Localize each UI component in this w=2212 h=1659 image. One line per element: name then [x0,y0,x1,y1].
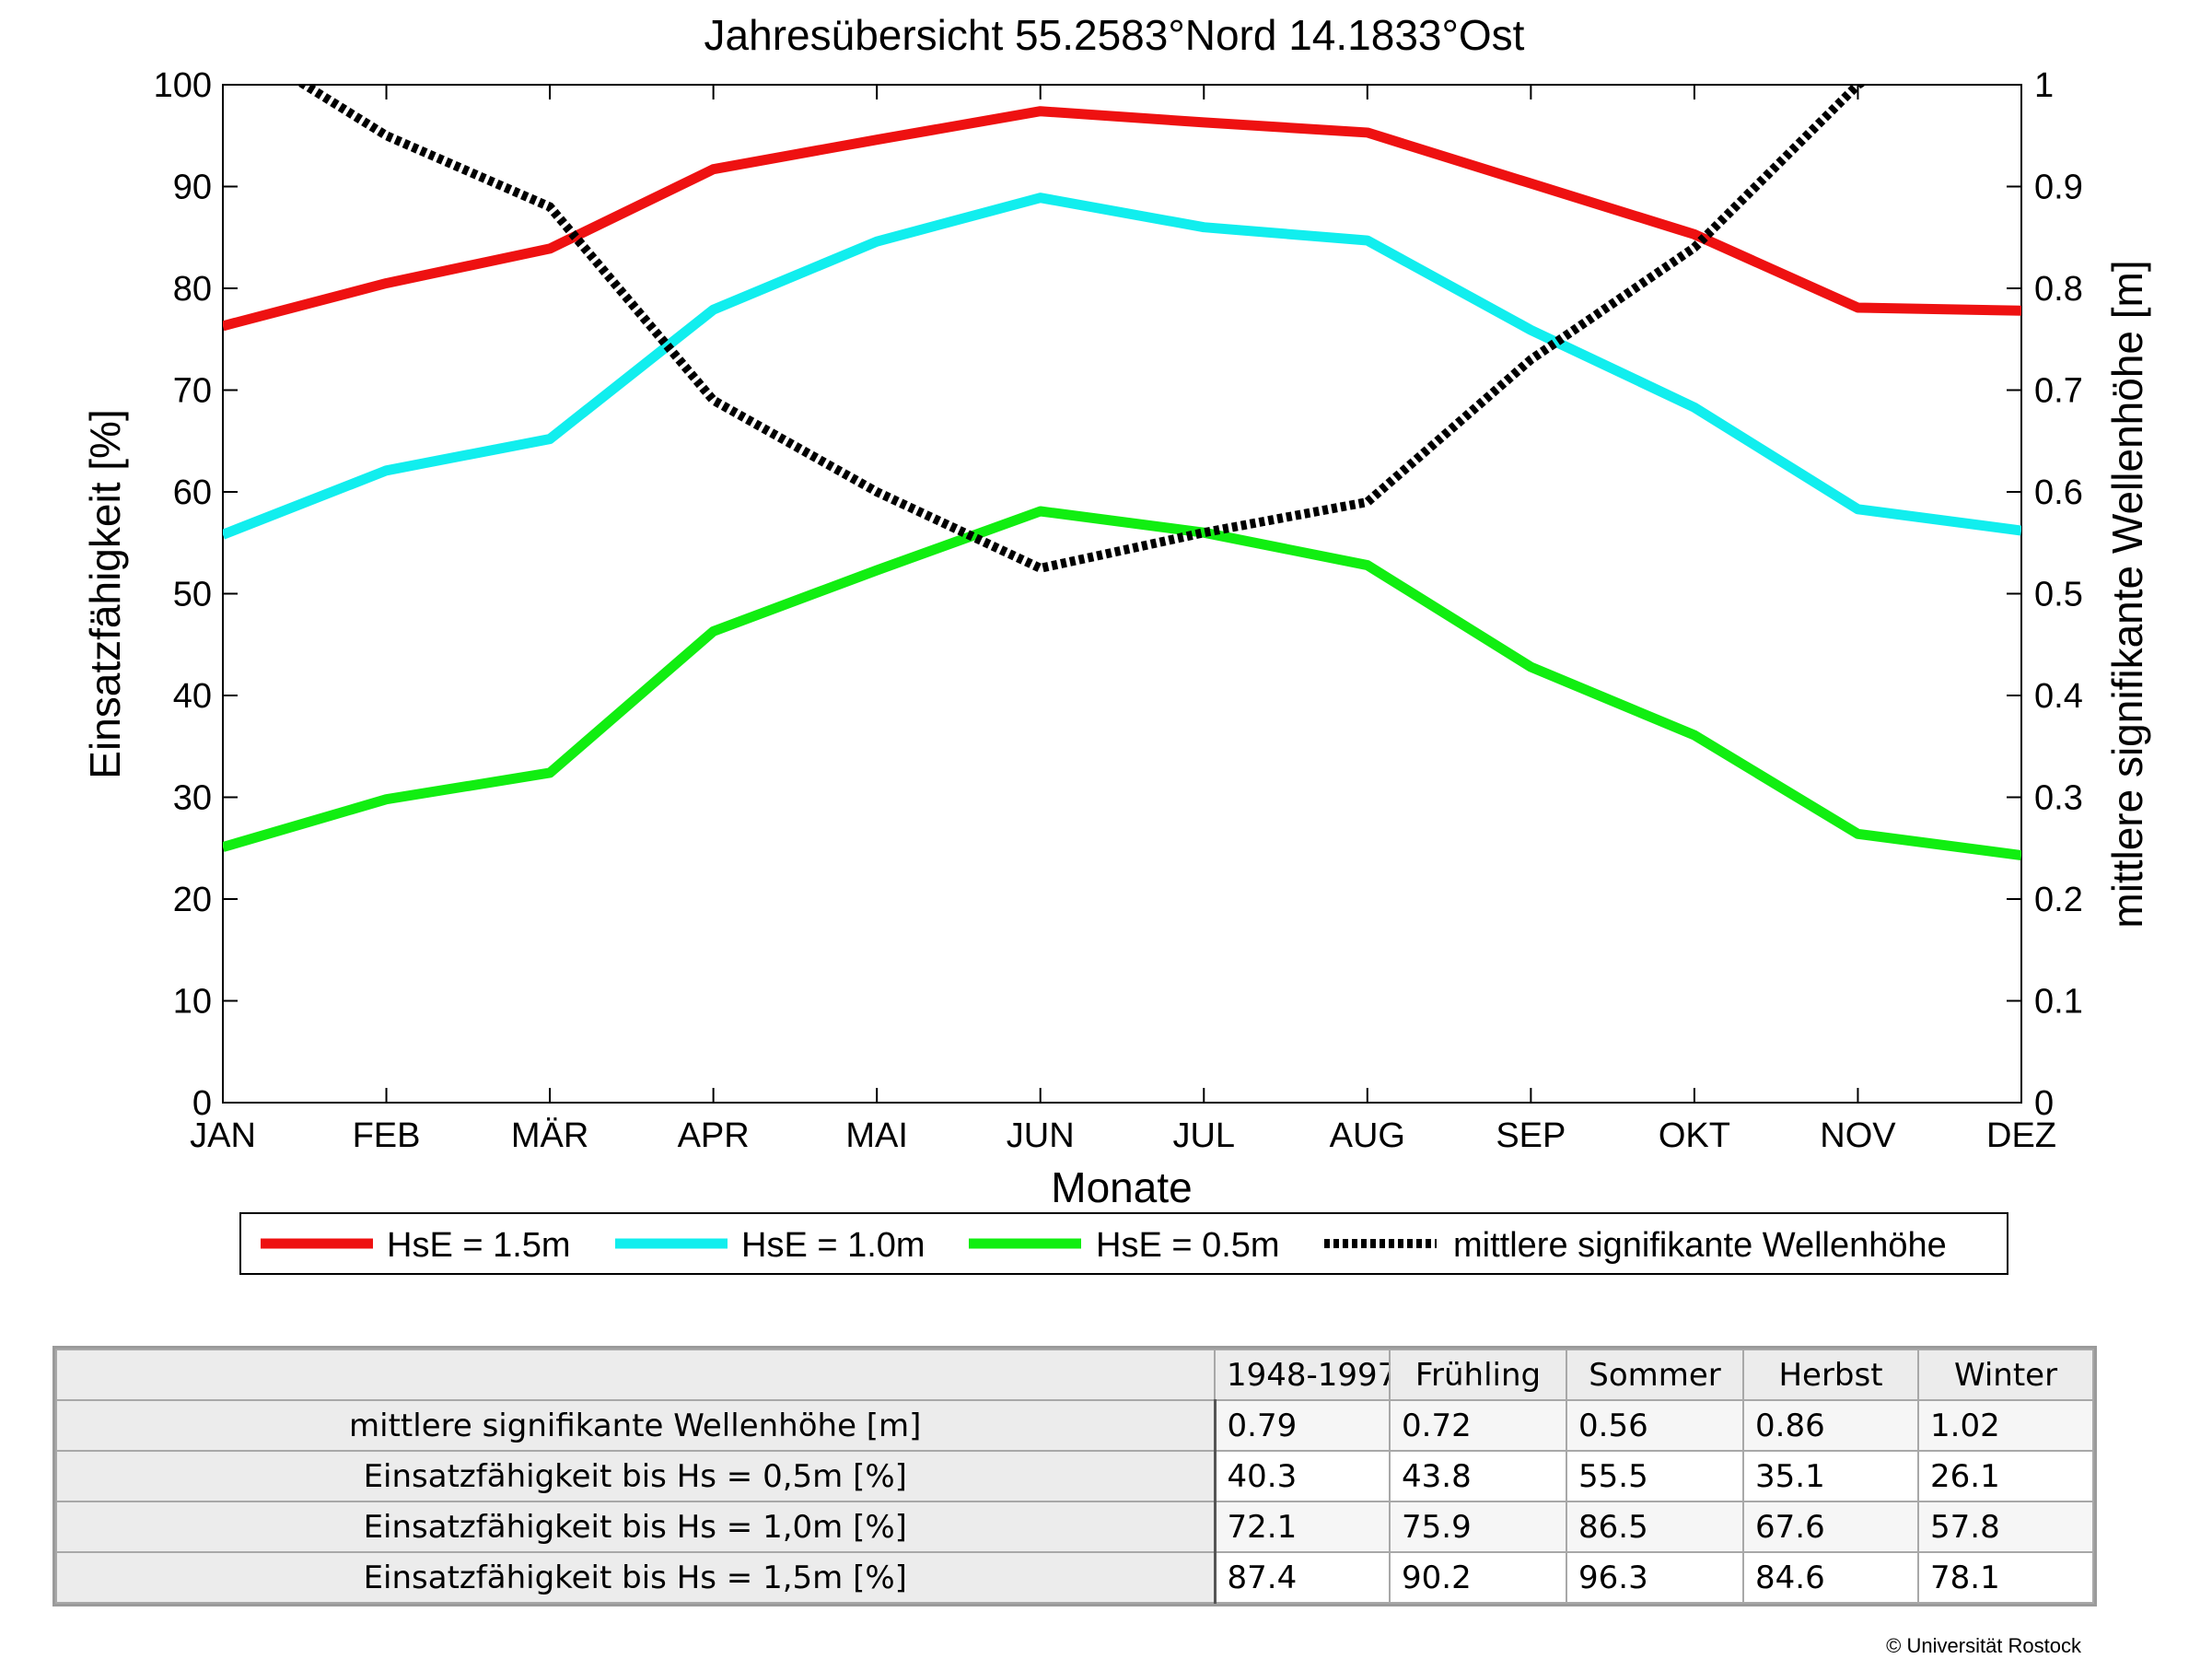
row-label: Einsatzfähigkeit bis Hs = 1,0m [%] [55,1501,1217,1553]
y2-tick-label: 0.4 [2034,677,2083,716]
table-cell: 96.3 [1566,1551,1744,1604]
x-tick-label: MÄR [511,1116,588,1155]
y2-tick-label: 0.1 [2034,983,2083,1022]
y2-axis-label: mittlere signifikante Wellenhöhe [m] [2103,260,2151,928]
row-label: mittlere signifikante Wellenhöhe [m] [55,1399,1217,1452]
chart-title: Jahresübersicht 55.2583°Nord 14.1833°Ost [704,11,1525,59]
table-cell: 72.1 [1214,1501,1391,1553]
y-tick-label: 70 [173,372,212,411]
annual-overview-chart: Jahresübersicht 55.2583°Nord 14.1833°Ost… [81,11,2151,1275]
table-cell: 26.1 [1917,1450,2094,1502]
table-cell: 87.4 [1214,1551,1391,1604]
y2-tick-label: 0.9 [2034,169,2083,207]
x-tick-label: APR [678,1116,750,1155]
legend-label-0: HsE = 1.5m [387,1226,571,1265]
plot-area [222,84,2022,1104]
table-header-spring: Frühling [1389,1349,1567,1401]
y-tick-label: 60 [173,473,212,512]
table-cell: 40.3 [1214,1450,1391,1502]
table-header-winter: Winter [1917,1349,2094,1401]
table-row: Einsatzfähigkeit bis Hs = 0,5m [%] 40.3 … [55,1450,2094,1502]
y-tick-label: 40 [173,677,212,716]
table-cell: 35.1 [1742,1450,1919,1502]
table-row: mittlere signifikante Wellenhöhe [m] 0.7… [55,1399,2094,1452]
y-axis-right: 0 0.1 0.2 0.3 0.4 0.5 0.6 0.7 0.8 0.9 1 [2007,66,2083,1123]
table-cell: 84.6 [1742,1551,1919,1604]
x-tick-label: FEB [353,1116,421,1155]
table-row: Einsatzfähigkeit bis Hs = 1,5m [%] 87.4 … [55,1551,2094,1604]
series-line-2 [223,506,2021,860]
table-cell: 43.8 [1389,1450,1567,1502]
table-cell: 78.1 [1917,1551,2094,1604]
table-cell: 0.79 [1214,1399,1391,1452]
series-lines [223,85,2021,860]
y-tick-label: 80 [173,270,212,309]
y-tick-label: 30 [173,779,212,818]
series-line-0 [223,106,2021,332]
x-axis: JAN FEB MÄR APR MAI JUN JUL AUG SEP OKT NOV DEZ [190,85,2056,1155]
y-axis-left: 0 10 20 30 40 50 60 70 80 90 100 [154,66,238,1123]
table-header-row: 1948-1997 Frühling Sommer Herbst Winter [55,1349,2094,1401]
y2-tick-label: 0.8 [2034,270,2083,309]
y2-tick-label: 0.3 [2034,779,2083,818]
y-tick-label: 50 [173,576,212,614]
legend: HsE = 1.5m HsE = 1.0m HsE = 0.5m mittlere s… [239,1212,2008,1275]
y2-tick-label: 0.7 [2034,372,2083,411]
y-tick-label: 100 [154,66,212,105]
row-label: Einsatzfähigkeit bis Hs = 0,5m [%] [55,1450,1217,1502]
legend-label-3: mittlere signifikante Wellenhöhe [1453,1226,1947,1265]
x-tick-label: DEZ [1986,1116,2056,1155]
legend-label-2: HsE = 0.5m [1096,1226,1280,1265]
copyright-notice: © Universität Rostock [1886,1634,2081,1657]
y2-tick-label: 0 [2034,1084,2054,1123]
table-cell: 67.6 [1742,1501,1919,1553]
series-line-1 [223,193,2021,540]
y-tick-label: 90 [173,169,212,207]
x-tick-label: JUL [1172,1116,1235,1155]
y2-tick-label: 1 [2034,66,2054,105]
x-tick-label: AUG [1330,1116,1405,1155]
y2-tick-label: 0.6 [2034,473,2083,512]
table-cell: 75.9 [1389,1501,1567,1553]
table-cell: 0.72 [1389,1399,1567,1452]
y2-tick-label: 0.2 [2034,881,2083,919]
x-tick-label: JUN [1007,1116,1075,1155]
legend-box [239,1212,2008,1275]
table-cell: 1.02 [1917,1399,2094,1452]
table-header-autumn: Herbst [1742,1349,1919,1401]
y-tick-label: 0 [192,1084,212,1123]
table-cell: 0.86 [1742,1399,1919,1452]
x-axis-label: Monate [1051,1163,1192,1211]
row-label: Einsatzfähigkeit bis Hs = 1,5m [%] [55,1551,1217,1604]
x-tick-label: JAN [190,1116,256,1155]
y-tick-label: 20 [173,881,212,919]
table-row: Einsatzfähigkeit bis Hs = 1,0m [%] 72.1 … [55,1501,2094,1553]
table-header-corner [55,1349,1216,1401]
summary-table: 1948-1997 Frühling Sommer Herbst Winter … [52,1346,2097,1606]
y-tick-label: 10 [173,983,212,1022]
x-tick-label: OKT [1659,1116,1730,1155]
x-tick-label: NOV [1820,1116,1896,1155]
legend-label-1: HsE = 1.0m [741,1226,926,1265]
series-line-3 [296,85,1867,574]
table-cell: 0.56 [1566,1399,1744,1452]
table-header-summer: Sommer [1566,1349,1744,1401]
x-tick-label: SEP [1496,1116,1566,1155]
table-header-period: 1948-1997 [1214,1349,1391,1401]
y2-tick-label: 0.5 [2034,576,2083,614]
table-cell: 90.2 [1389,1551,1567,1604]
table-cell: 57.8 [1917,1501,2094,1553]
table-cell: 55.5 [1566,1450,1744,1502]
x-tick-label: MAI [845,1116,908,1155]
y-axis-label: Einsatzfähigkeit [%] [81,409,129,778]
table-cell: 86.5 [1566,1501,1744,1553]
